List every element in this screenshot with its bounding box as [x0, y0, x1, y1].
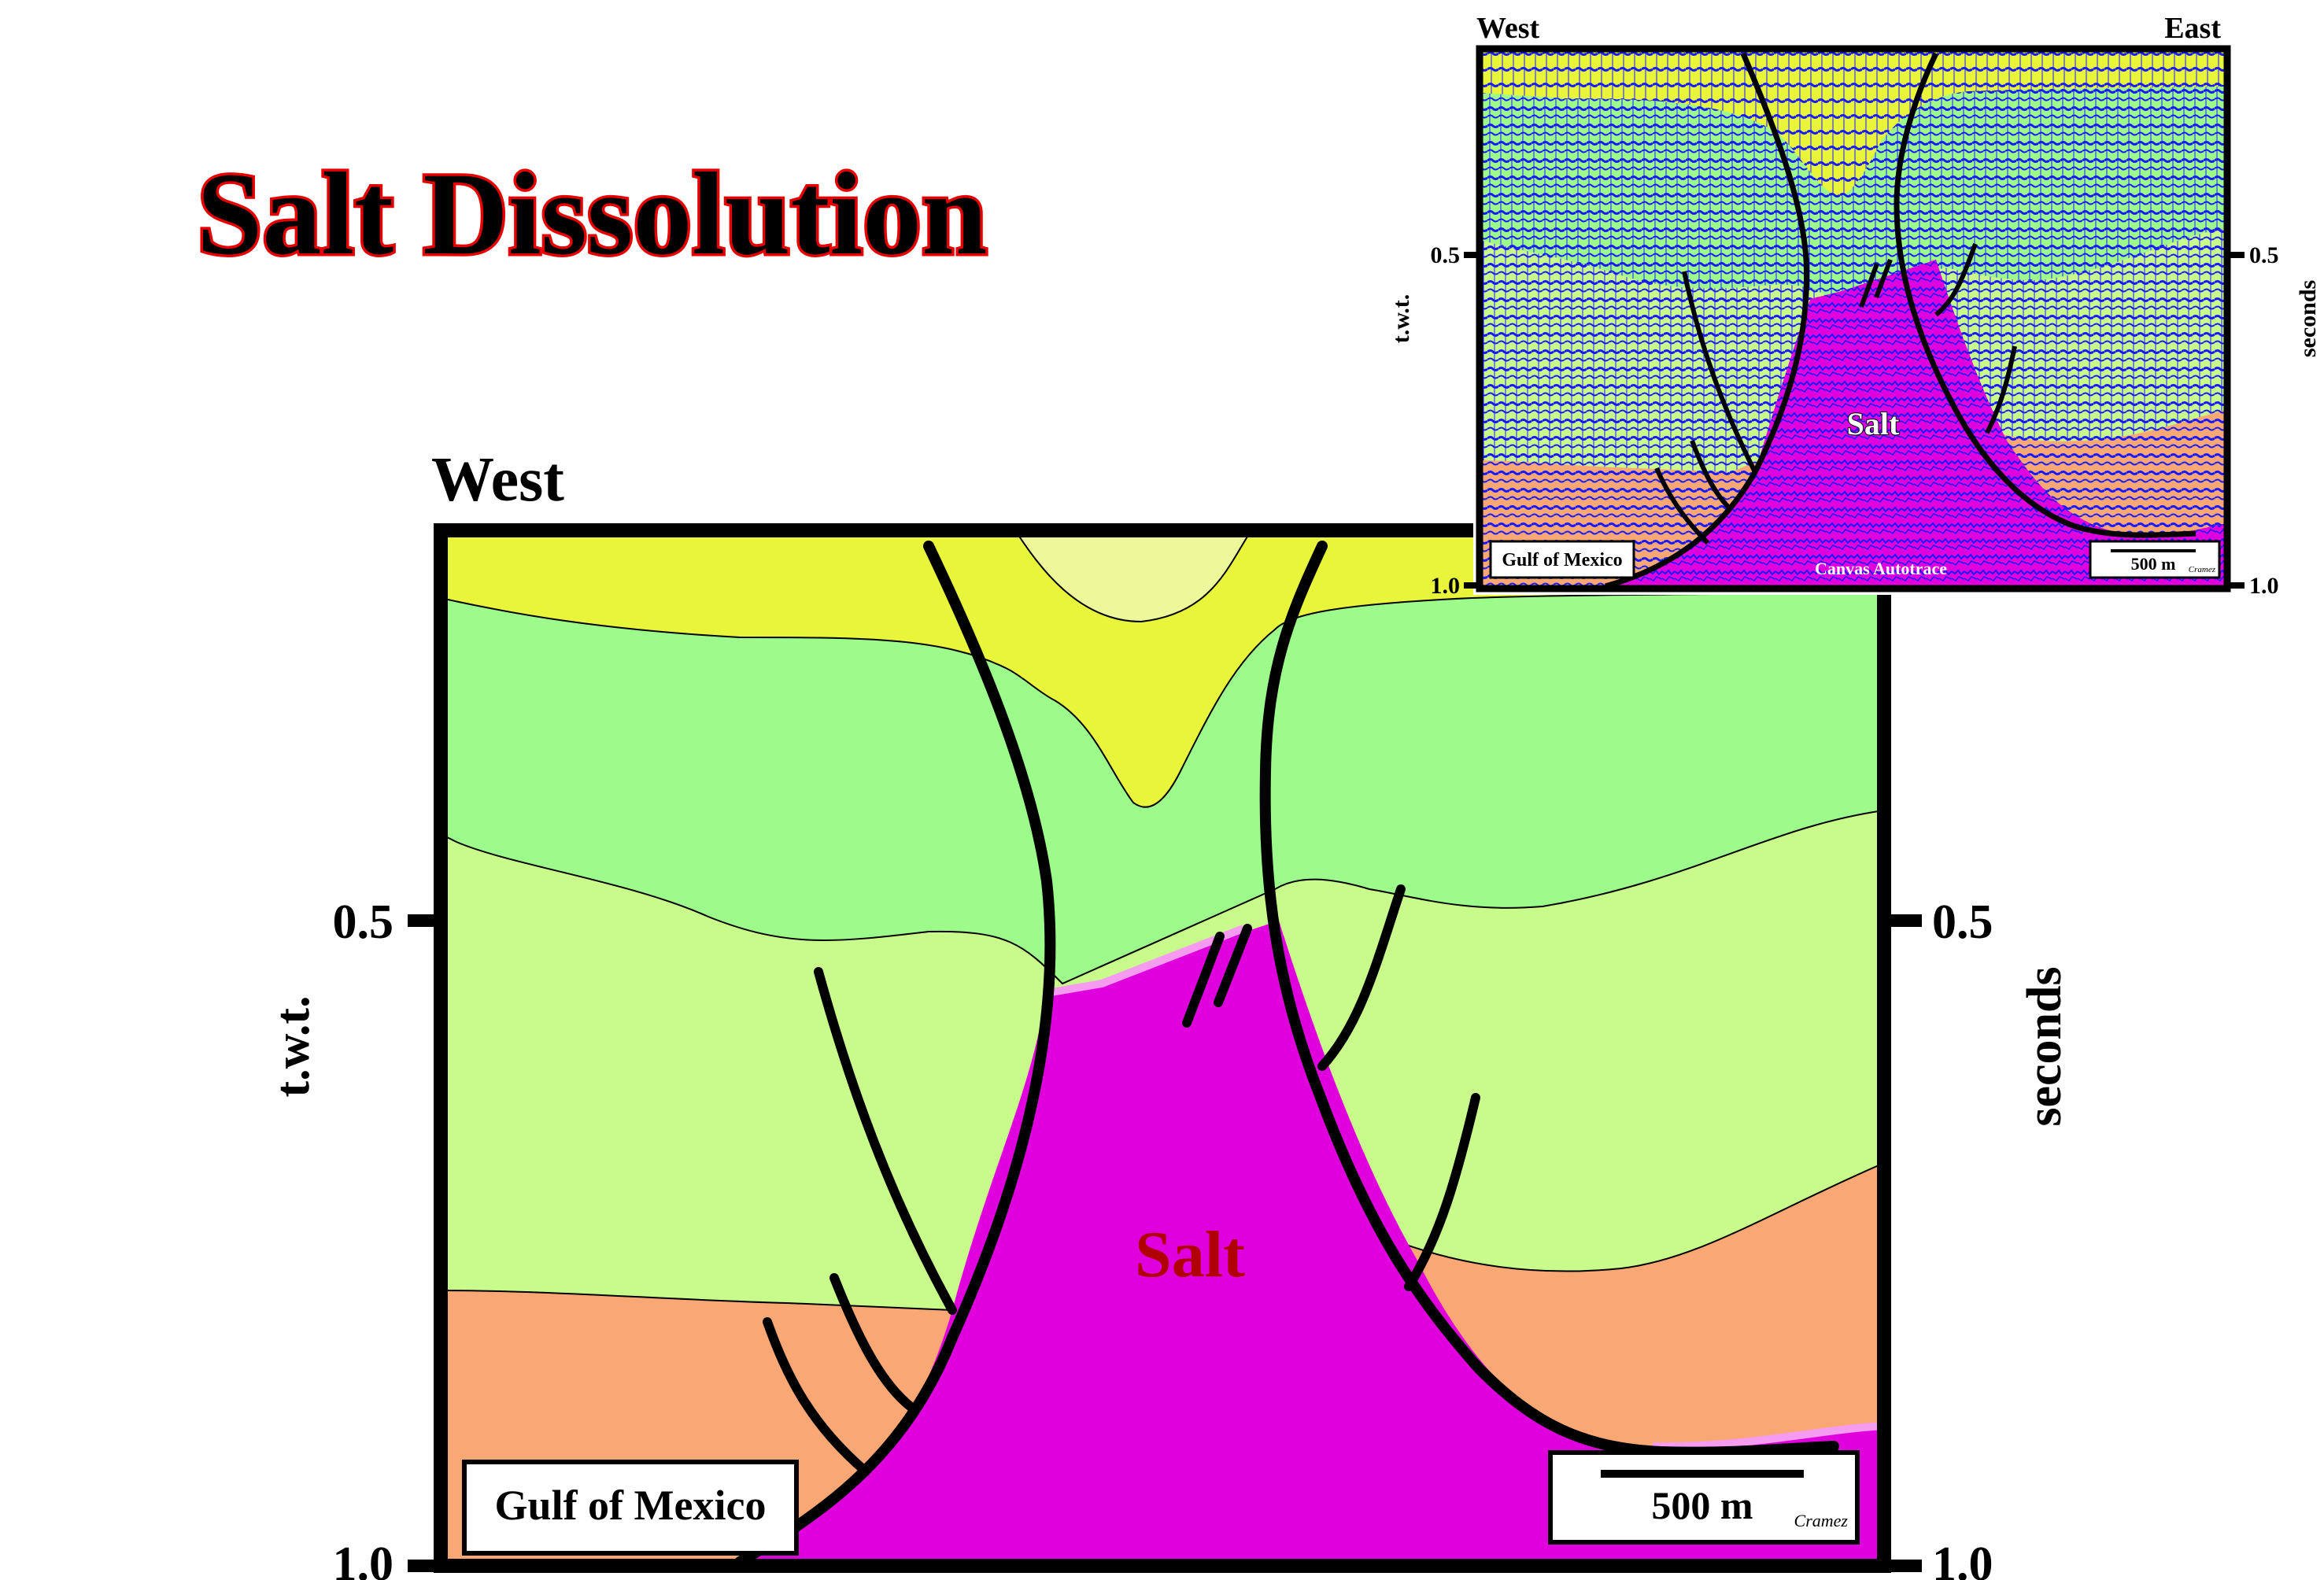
location-label: Gulf of Mexico	[495, 1482, 767, 1529]
scale-label: 500 m	[1651, 1483, 1753, 1527]
inset-seismic-section: 0.5 1.0 0.5 1.0 t.w.t. seconds West East…	[1388, 12, 2321, 599]
inset-fault-east	[1894, 52, 2197, 538]
salt-edge-right	[1652, 1422, 1884, 1451]
minor-fault-e2	[1404, 1093, 1480, 1291]
inset-tick-label-left-05: 0.5	[1431, 242, 1461, 268]
scale-box	[1548, 1450, 1860, 1545]
crestal-fault-2	[1214, 924, 1252, 1007]
pale-yellow-lens	[1014, 530, 1253, 623]
crestal-fault-1	[1182, 932, 1225, 1028]
inset-credit-label: Cramez	[2189, 565, 2216, 574]
inset-location-label: Gulf of Mexico	[1502, 550, 1622, 570]
inset-minor-fault-w2	[1690, 439, 1734, 512]
inset-tick-label-right-10: 1.0	[2249, 573, 2279, 599]
main-frame	[434, 523, 1891, 1573]
inset-crestal-fault-1	[1859, 262, 1879, 308]
inset-tick-label-right-05: 0.5	[2249, 242, 2279, 268]
minor-fault-w3	[763, 1317, 870, 1476]
yellow-layer	[441, 530, 1884, 808]
inset-scale-box	[2089, 540, 2221, 579]
tick-label-right-10: 1.0	[1932, 1538, 1993, 1580]
inset-east-label: East	[2164, 12, 2221, 45]
inset-yellow-layer	[1480, 49, 2227, 197]
minor-fault-e1	[1317, 884, 1406, 1071]
inset-minor-fault-e2	[1985, 345, 2017, 434]
inset-tick-label-left-10: 1.0	[1431, 573, 1461, 599]
tick-label-right-05: 0.5	[1932, 895, 1993, 949]
salt-flank-fault-west	[734, 541, 1056, 1566]
main-cross-section: 0.5 1.0 0.5 1.0 t.w.t. seconds West Salt…	[266, 445, 2071, 1580]
inset-trace-label: Canvas Autotrace	[1815, 559, 1947, 578]
inset-west-label: West	[1476, 12, 1540, 45]
minor-fault-w1	[814, 967, 957, 1315]
inset-minor-fault-w3	[1654, 467, 1710, 545]
salt-edge-left	[1046, 925, 1245, 997]
inset-fault-west	[1605, 52, 1810, 589]
salt-label: Salt	[1135, 1218, 1245, 1291]
inset-frame	[1476, 45, 2231, 592]
inset-axis-title-right: seconds	[2295, 280, 2321, 357]
credit-label: Cramez	[1794, 1511, 1849, 1530]
location-box	[462, 1460, 799, 1556]
inset-scale-label: 500 m	[2131, 554, 2176, 574]
inset-location-box	[1489, 540, 1635, 579]
tick-label-left-05: 0.5	[333, 895, 394, 949]
minor-fault-w2	[829, 1273, 918, 1413]
inset-minor-fault-e1	[1934, 242, 1978, 317]
tick-label-left-10: 1.0	[333, 1538, 394, 1580]
inset-axis-title-left: t.w.t.	[1388, 294, 1414, 344]
inset-minor-fault-w1	[1682, 271, 1757, 474]
page-title: Salt Dissolution	[197, 149, 987, 279]
inset-salt-body	[1605, 260, 2227, 589]
axis-title-right: seconds	[2018, 966, 2071, 1126]
inset-salt-label: Salt	[1847, 406, 1900, 441]
west-label: West	[431, 445, 564, 515]
axis-title-left: t.w.t.	[266, 995, 320, 1097]
inset-crestal-fault-2	[1874, 258, 1893, 299]
salt-body	[740, 921, 1884, 1566]
